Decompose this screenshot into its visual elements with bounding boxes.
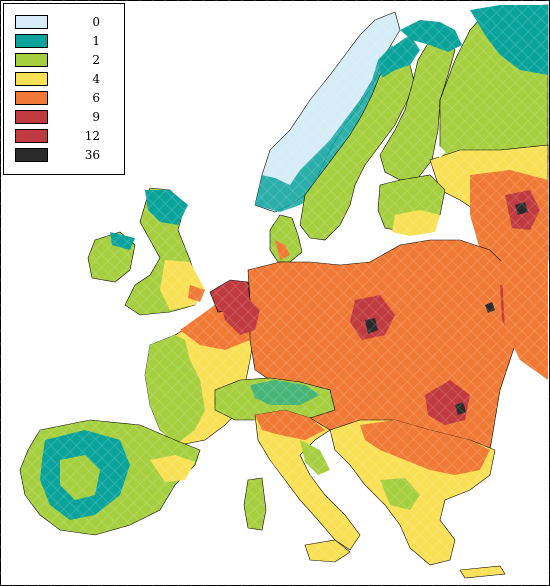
legend-swatch	[15, 53, 48, 67]
legend-swatch	[15, 15, 48, 29]
legend-label: 9	[92, 110, 100, 124]
legend-swatch	[15, 34, 48, 48]
legend-label: 0	[92, 15, 100, 29]
legend-item: 2	[4, 52, 126, 70]
legend-item: 0	[4, 14, 126, 32]
legend-swatch	[15, 148, 48, 162]
legend-swatch	[15, 110, 48, 124]
legend-label: 12	[84, 129, 100, 143]
legend-label: 1	[92, 34, 100, 48]
legend-item: 36	[4, 147, 126, 165]
legend-swatch	[15, 72, 48, 86]
legend-item: 1	[4, 33, 126, 51]
legend-label: 2	[92, 53, 100, 67]
legend-item: 12	[4, 128, 126, 146]
legend-label: 36	[84, 148, 100, 162]
map-legend: 0 1 2 4 6 9 12 36	[3, 3, 125, 175]
legend-label: 6	[92, 91, 100, 105]
legend-label: 4	[92, 72, 100, 86]
legend-item: 4	[4, 71, 126, 89]
legend-swatch	[15, 91, 48, 105]
legend-item: 6	[4, 90, 126, 108]
legend-item: 9	[4, 109, 126, 127]
legend-swatch	[15, 129, 48, 143]
